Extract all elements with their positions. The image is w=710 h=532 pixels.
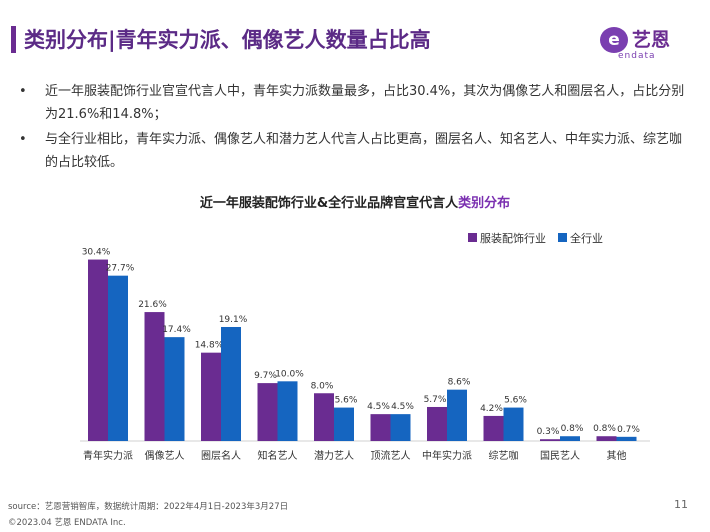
bullet-text: 与全行业相比，青年实力派、偶像艺人和潜力艺人代言人占比更高，圈层名人、知名艺人、… xyxy=(45,132,683,170)
bar-apparel xyxy=(596,436,617,441)
x-tick-label: 综艺咖 xyxy=(489,449,519,462)
data-label: 8.0% xyxy=(311,381,334,391)
bar-apparel xyxy=(88,259,108,441)
data-label: 5.7% xyxy=(424,395,447,405)
bar-all-industry xyxy=(390,414,411,441)
bar-all-industry xyxy=(334,407,354,441)
bullet-dot: • xyxy=(19,84,27,99)
x-tick-label: 青年实力派 xyxy=(83,449,133,462)
bullet-dot: • xyxy=(19,132,27,147)
x-tick-label: 知名艺人 xyxy=(258,449,298,462)
footer-copyright: ©2023.04 艺恩 ENDATA Inc. xyxy=(8,518,126,528)
data-label: 0.3% xyxy=(537,427,560,437)
bar-all-industry xyxy=(164,337,185,441)
page-number: 11 xyxy=(674,498,688,511)
title-accent-bar xyxy=(11,26,16,53)
page-title: 类别分布|青年实力派、偶像艺人数量占比高 xyxy=(24,28,431,52)
data-label: 4.5% xyxy=(391,402,414,412)
bar-all-industry xyxy=(503,407,524,441)
footer-source: source：艺恩营销智库，数据统计周期：2022年4月1日-2023年3月27… xyxy=(8,502,289,512)
logo-english-text: endata xyxy=(618,51,656,61)
data-label: 0.7% xyxy=(617,425,640,435)
bar-all-industry xyxy=(108,275,128,441)
legend-swatch xyxy=(468,233,477,242)
bar-all-industry xyxy=(616,436,637,441)
data-label: 4.5% xyxy=(367,402,390,412)
bar-apparel xyxy=(257,383,278,441)
x-tick-label: 国民艺人 xyxy=(540,450,580,462)
bar-apparel xyxy=(144,312,165,441)
chart-title-prefix: 近一年服装配饰行业&全行业品牌官宣代言人 xyxy=(199,196,459,211)
data-label: 8.6% xyxy=(448,378,471,388)
bar-apparel xyxy=(427,406,447,441)
bar-all-industry xyxy=(221,326,241,441)
x-tick-label: 圈层名人 xyxy=(201,449,241,462)
data-label: 0.8% xyxy=(593,424,616,434)
data-label: 21.6% xyxy=(138,300,167,310)
bar-apparel xyxy=(540,439,560,441)
legend-swatch xyxy=(558,233,567,242)
bullet-text: 近一年服装配饰行业官宣代言人中，青年实力派数量最多，占比30.4%，其次为偶像艺… xyxy=(45,84,685,122)
endata-logo: e 艺恩 endata xyxy=(600,25,692,61)
legend-label: 服装配饰行业 xyxy=(480,231,546,245)
chart-title-highlight: 类别分布 xyxy=(458,196,511,211)
chart-title: 近一年服装配饰行业&全行业品牌官宣代言人类别分布 xyxy=(0,192,710,211)
x-tick-label: 中年实力派 xyxy=(422,449,472,462)
logo-chinese-text: 艺恩 xyxy=(632,29,671,51)
summary-bullet: • 近一年服装配饰行业官宣代言人中，青年实力派数量最多，占比30.4%，其次为偶… xyxy=(18,80,688,126)
bar-apparel xyxy=(201,352,221,441)
bar-all-industry xyxy=(560,436,580,441)
x-tick-label: 潜力艺人 xyxy=(314,449,354,462)
bar-apparel xyxy=(314,393,334,441)
summary-bullet: • 与全行业相比，青年实力派、偶像艺人和潜力艺人代言人占比更高，圈层名人、知名艺… xyxy=(18,128,688,174)
data-label: 5.6% xyxy=(335,396,358,406)
x-tick-label: 顶流艺人 xyxy=(371,449,411,462)
bar-apparel xyxy=(370,414,391,441)
x-tick-label: 偶像艺人 xyxy=(145,449,185,462)
data-label: 4.2% xyxy=(480,404,503,414)
bar-all-industry xyxy=(277,381,298,441)
data-label: 17.4% xyxy=(162,325,191,335)
summary-bullets: • 近一年服装配饰行业官宣代言人中，青年实力派数量最多，占比30.4%，其次为偶… xyxy=(18,80,688,176)
bar-apparel xyxy=(483,415,504,441)
data-label: 19.1% xyxy=(219,315,248,325)
logo-mark: e xyxy=(600,27,628,53)
data-label: 9.7% xyxy=(254,371,277,381)
data-label: 5.6% xyxy=(504,396,527,406)
data-label: 0.8% xyxy=(561,424,584,434)
x-tick-label: 其他 xyxy=(607,449,627,462)
data-label: 30.4% xyxy=(82,248,111,258)
data-label: 27.7% xyxy=(106,264,135,274)
legend-label: 全行业 xyxy=(570,231,603,245)
bar-all-industry xyxy=(447,389,467,441)
data-label: 14.8% xyxy=(195,341,224,351)
data-label: 10.0% xyxy=(275,369,304,379)
